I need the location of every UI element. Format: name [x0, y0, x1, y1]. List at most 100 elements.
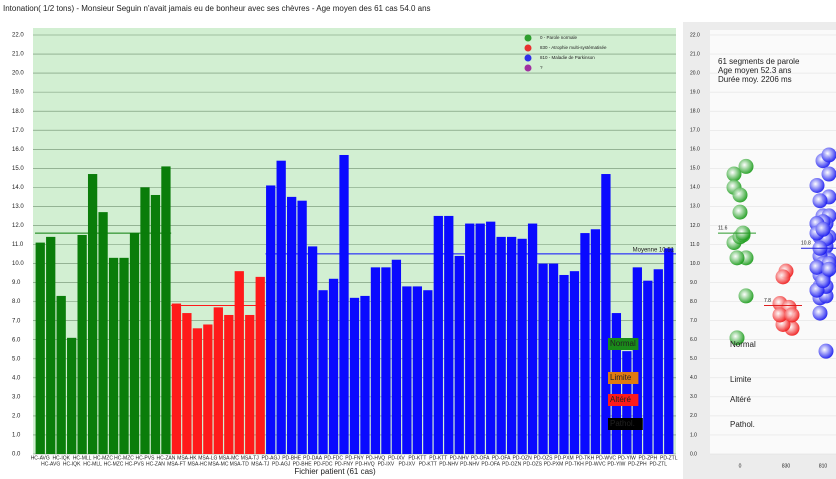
bar: [108, 257, 119, 454]
bar: [664, 248, 674, 454]
bar: [517, 238, 527, 454]
zone-label: Limite: [610, 373, 632, 382]
y-tick-label: 11.0: [690, 242, 700, 248]
zone-label-faint: Limite: [730, 375, 752, 384]
x-tick-label: PD-KTT: [408, 455, 426, 461]
zone-label-faint: Normal: [730, 340, 756, 349]
y-tick-label: 7.0: [690, 318, 697, 324]
bar: [444, 215, 454, 454]
bubble: [726, 166, 742, 182]
bar: [569, 271, 580, 454]
x-tick-label: HC-MLL: [83, 461, 102, 467]
x-tick-label: PD-KTT: [419, 461, 437, 467]
x-tick-label: PD-FDC: [324, 455, 343, 461]
x-tick-label: HC-ZAN: [146, 461, 165, 467]
bar: [276, 160, 286, 454]
bar: [496, 236, 506, 454]
y-tick-label: 10.0: [12, 261, 24, 267]
y-tick-label: 6.0: [12, 337, 21, 343]
y-tick-label: 6.0: [690, 337, 697, 343]
mean-label: 11.6: [718, 225, 728, 231]
bubble: [815, 221, 831, 237]
bar: [35, 242, 45, 454]
y-tick-label: 2.0: [12, 413, 21, 419]
bar: [245, 314, 255, 454]
x-tick-label: PD-WVC: [585, 461, 606, 467]
bubble: [809, 259, 825, 275]
bubble: [729, 250, 745, 266]
x-tick-label: PD-TKH: [576, 455, 595, 461]
x-tick-label: PD-WVC: [596, 455, 617, 461]
x-tick-label: MSA-TJ: [251, 461, 270, 467]
bar: [643, 280, 653, 454]
bubble: [732, 187, 748, 203]
bar: [213, 307, 223, 454]
legend-label: 810 - Maladie de Parkinson: [540, 55, 595, 60]
x-tick-label: MSA-FT: [167, 461, 186, 467]
bar: [559, 274, 569, 454]
zone-label: Normal: [610, 339, 636, 348]
bar: [475, 223, 485, 454]
y-tick-label: 17.0: [690, 128, 700, 134]
x-tick-label: PD-FNY: [335, 461, 354, 467]
x-tick-label: MSA-MC: [208, 461, 229, 467]
mean-label: 10.8: [801, 241, 811, 247]
bar: [224, 314, 234, 454]
x-tick-label: HC-AVG: [31, 455, 50, 461]
bar: [402, 286, 412, 454]
x-tick-label: PD-BHE: [282, 455, 302, 461]
bar: [433, 215, 443, 454]
y-tick-label: 15.0: [690, 166, 700, 172]
x-tick-label: PD-HVQ: [355, 461, 375, 467]
y-tick-label: 8.0: [690, 299, 697, 305]
bar: [129, 233, 140, 454]
bar: [67, 337, 77, 454]
y-tick-label: 5.0: [12, 356, 21, 362]
panel-note: Age moyen 52.3 ans: [718, 66, 791, 75]
x-tick-label: PD-ZTL: [650, 461, 668, 467]
y-tick-label: 16.0: [12, 147, 24, 153]
x-tick-label: MSA-LG: [198, 455, 217, 461]
x-tick-label: 810: [819, 463, 828, 469]
y-tick-label: 21.0: [12, 52, 24, 58]
x-tick-label: HC-IQK: [52, 455, 70, 461]
bar: [538, 263, 548, 454]
y-tick-label: 19.0: [690, 89, 700, 95]
y-tick-label: 3.0: [690, 394, 697, 400]
x-tick-label: PD-OZN: [502, 461, 522, 467]
x-tick-label: HC-AVG: [41, 461, 60, 467]
y-tick-label: 12.0: [690, 223, 700, 229]
y-tick-label: 21.0: [690, 51, 700, 57]
x-tick-label: 0: [739, 463, 742, 469]
x-tick-label: PD-NHV: [439, 461, 459, 467]
x-tick-label: PD-ZTL: [660, 455, 678, 461]
zone-box: [608, 372, 639, 384]
x-tick-label: MSA-MC: [219, 455, 240, 461]
bar: [370, 267, 381, 454]
x-tick-label: PD-KTT: [429, 455, 447, 461]
bar: [590, 229, 601, 454]
y-tick-label: 3.0: [12, 394, 21, 400]
bubble: [729, 330, 745, 346]
y-tick-label: 12.0: [12, 223, 24, 229]
bar: [548, 263, 559, 454]
x-tick-label: MSA-HC: [188, 461, 208, 467]
bubble: [809, 177, 825, 193]
bubble: [821, 261, 836, 277]
bar: [423, 290, 433, 454]
zone-label: Pathol.: [610, 419, 635, 428]
bar: [266, 185, 276, 454]
x-tick-label: 830: [782, 463, 791, 469]
bar: [140, 187, 150, 454]
bar: [381, 267, 391, 454]
bar: [98, 212, 108, 454]
bubble: [818, 343, 834, 359]
y-tick-label: 13.0: [690, 204, 700, 210]
x-tick-label: PD-YIW: [618, 455, 636, 461]
bar: [287, 196, 297, 455]
bar: [339, 154, 349, 454]
x-tick-label: PD-AGJ: [262, 455, 281, 461]
legend-label: ?: [540, 65, 543, 70]
bar: [150, 194, 161, 454]
bar: [412, 286, 422, 454]
